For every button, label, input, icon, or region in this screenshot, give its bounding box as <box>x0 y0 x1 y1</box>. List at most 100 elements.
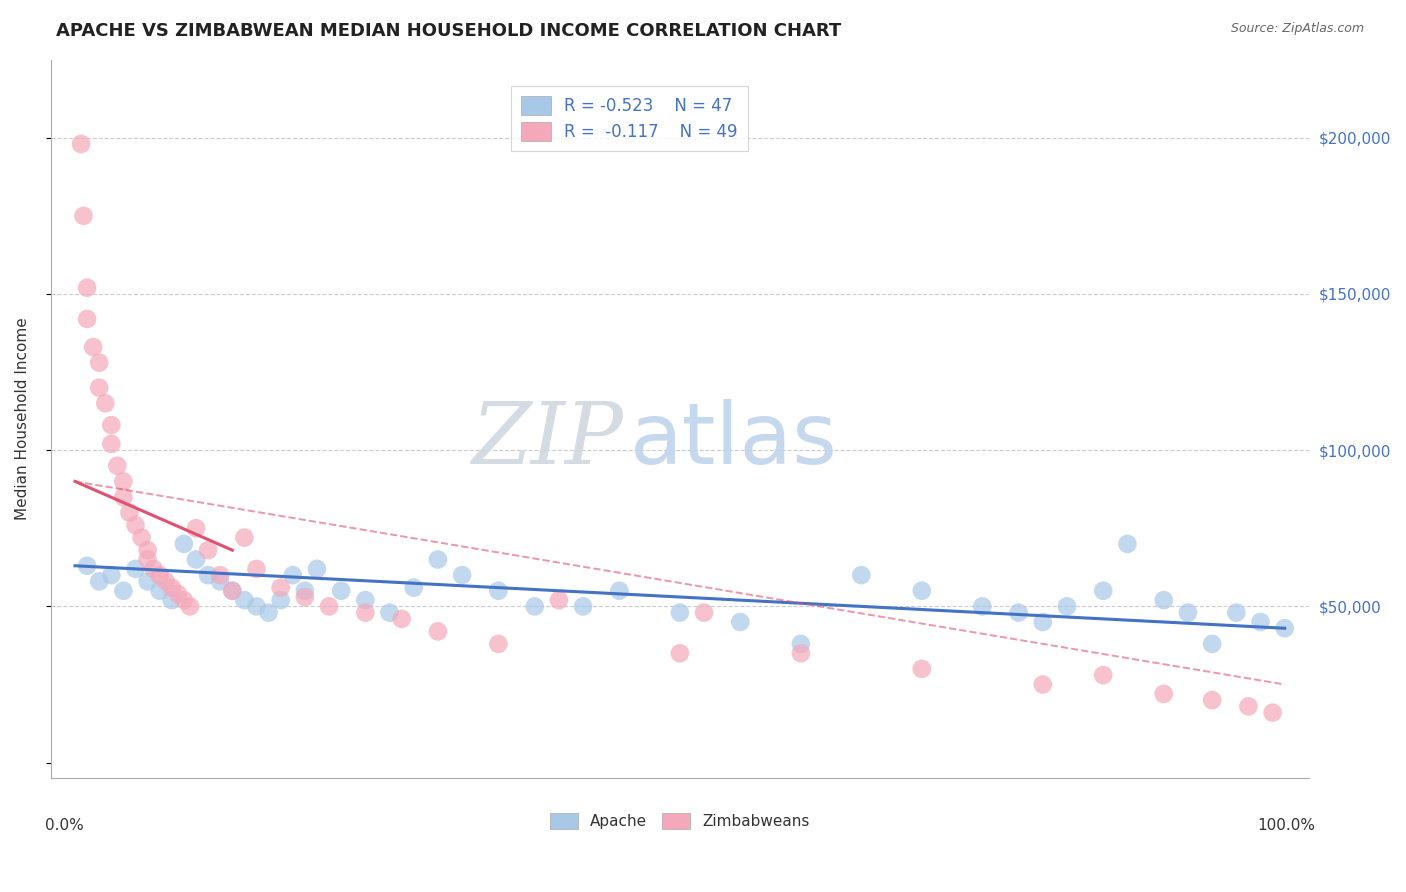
Point <box>89 574 111 589</box>
Point <box>209 574 232 589</box>
Point <box>233 531 256 545</box>
Point <box>1250 615 1272 629</box>
Point <box>124 562 146 576</box>
Point <box>221 583 243 598</box>
Point <box>572 599 595 614</box>
Point <box>76 281 98 295</box>
Legend: Apache, Zimbabweans: Apache, Zimbabweans <box>544 807 815 835</box>
Point <box>173 593 195 607</box>
Point <box>100 437 122 451</box>
Point <box>70 136 93 151</box>
Point <box>160 581 183 595</box>
Point <box>245 562 267 576</box>
Point <box>149 583 172 598</box>
Point <box>209 568 232 582</box>
Point <box>1153 687 1175 701</box>
Point <box>100 418 122 433</box>
Point <box>142 562 165 576</box>
Text: Source: ZipAtlas.com: Source: ZipAtlas.com <box>1230 22 1364 36</box>
Point <box>197 568 219 582</box>
Text: ZIP: ZIP <box>471 399 623 482</box>
Point <box>1032 677 1054 691</box>
Point <box>972 599 994 614</box>
Point <box>1092 583 1115 598</box>
Point <box>155 574 177 589</box>
Point <box>131 531 153 545</box>
Point <box>221 583 243 598</box>
Point <box>245 599 267 614</box>
Point <box>1274 621 1296 635</box>
Point <box>160 593 183 607</box>
Point <box>136 552 159 566</box>
Point <box>402 581 425 595</box>
Point <box>1056 599 1078 614</box>
Point <box>1201 693 1223 707</box>
Point <box>1225 606 1247 620</box>
Text: 0.0%: 0.0% <box>45 818 83 833</box>
Point <box>1032 615 1054 629</box>
Point <box>184 552 207 566</box>
Point <box>1177 606 1199 620</box>
Point <box>486 637 509 651</box>
Point <box>730 615 752 629</box>
Point <box>1092 668 1115 682</box>
Point <box>173 537 195 551</box>
Point <box>124 518 146 533</box>
Point <box>118 506 141 520</box>
Point <box>112 490 135 504</box>
Point <box>112 475 135 489</box>
Text: atlas: atlas <box>630 399 838 482</box>
Point <box>281 568 304 582</box>
Point <box>330 583 353 598</box>
Point <box>790 637 813 651</box>
Point <box>1007 606 1029 620</box>
Point <box>669 606 692 620</box>
Point <box>1116 537 1139 551</box>
Point <box>1153 593 1175 607</box>
Point <box>76 312 98 326</box>
Point <box>354 606 377 620</box>
Point <box>233 593 256 607</box>
Point <box>391 612 413 626</box>
Point <box>89 381 111 395</box>
Point <box>100 568 122 582</box>
Point <box>166 587 188 601</box>
Point <box>105 458 128 473</box>
Point <box>486 583 509 598</box>
Point <box>72 209 94 223</box>
Point <box>354 593 377 607</box>
Point <box>89 356 111 370</box>
Point <box>112 583 135 598</box>
Point <box>270 581 292 595</box>
Point <box>136 574 159 589</box>
Point <box>184 521 207 535</box>
Point <box>82 340 104 354</box>
Point <box>609 583 631 598</box>
Point <box>149 568 172 582</box>
Point <box>1237 699 1260 714</box>
Point <box>851 568 873 582</box>
Point <box>790 646 813 660</box>
Point <box>257 606 280 620</box>
Point <box>523 599 546 614</box>
Point <box>94 396 117 410</box>
Point <box>294 590 316 604</box>
Point <box>270 593 292 607</box>
Point <box>911 662 934 676</box>
Point <box>305 562 328 576</box>
Text: APACHE VS ZIMBABWEAN MEDIAN HOUSEHOLD INCOME CORRELATION CHART: APACHE VS ZIMBABWEAN MEDIAN HOUSEHOLD IN… <box>56 22 841 40</box>
Text: 100.0%: 100.0% <box>1257 818 1315 833</box>
Point <box>426 624 449 639</box>
Y-axis label: Median Household Income: Median Household Income <box>15 318 30 520</box>
Point <box>669 646 692 660</box>
Point <box>76 558 98 573</box>
Point <box>426 552 449 566</box>
Point <box>318 599 340 614</box>
Point <box>693 606 716 620</box>
Point <box>451 568 474 582</box>
Point <box>548 593 571 607</box>
Point <box>1201 637 1223 651</box>
Point <box>179 599 201 614</box>
Point <box>378 606 401 620</box>
Point <box>136 543 159 558</box>
